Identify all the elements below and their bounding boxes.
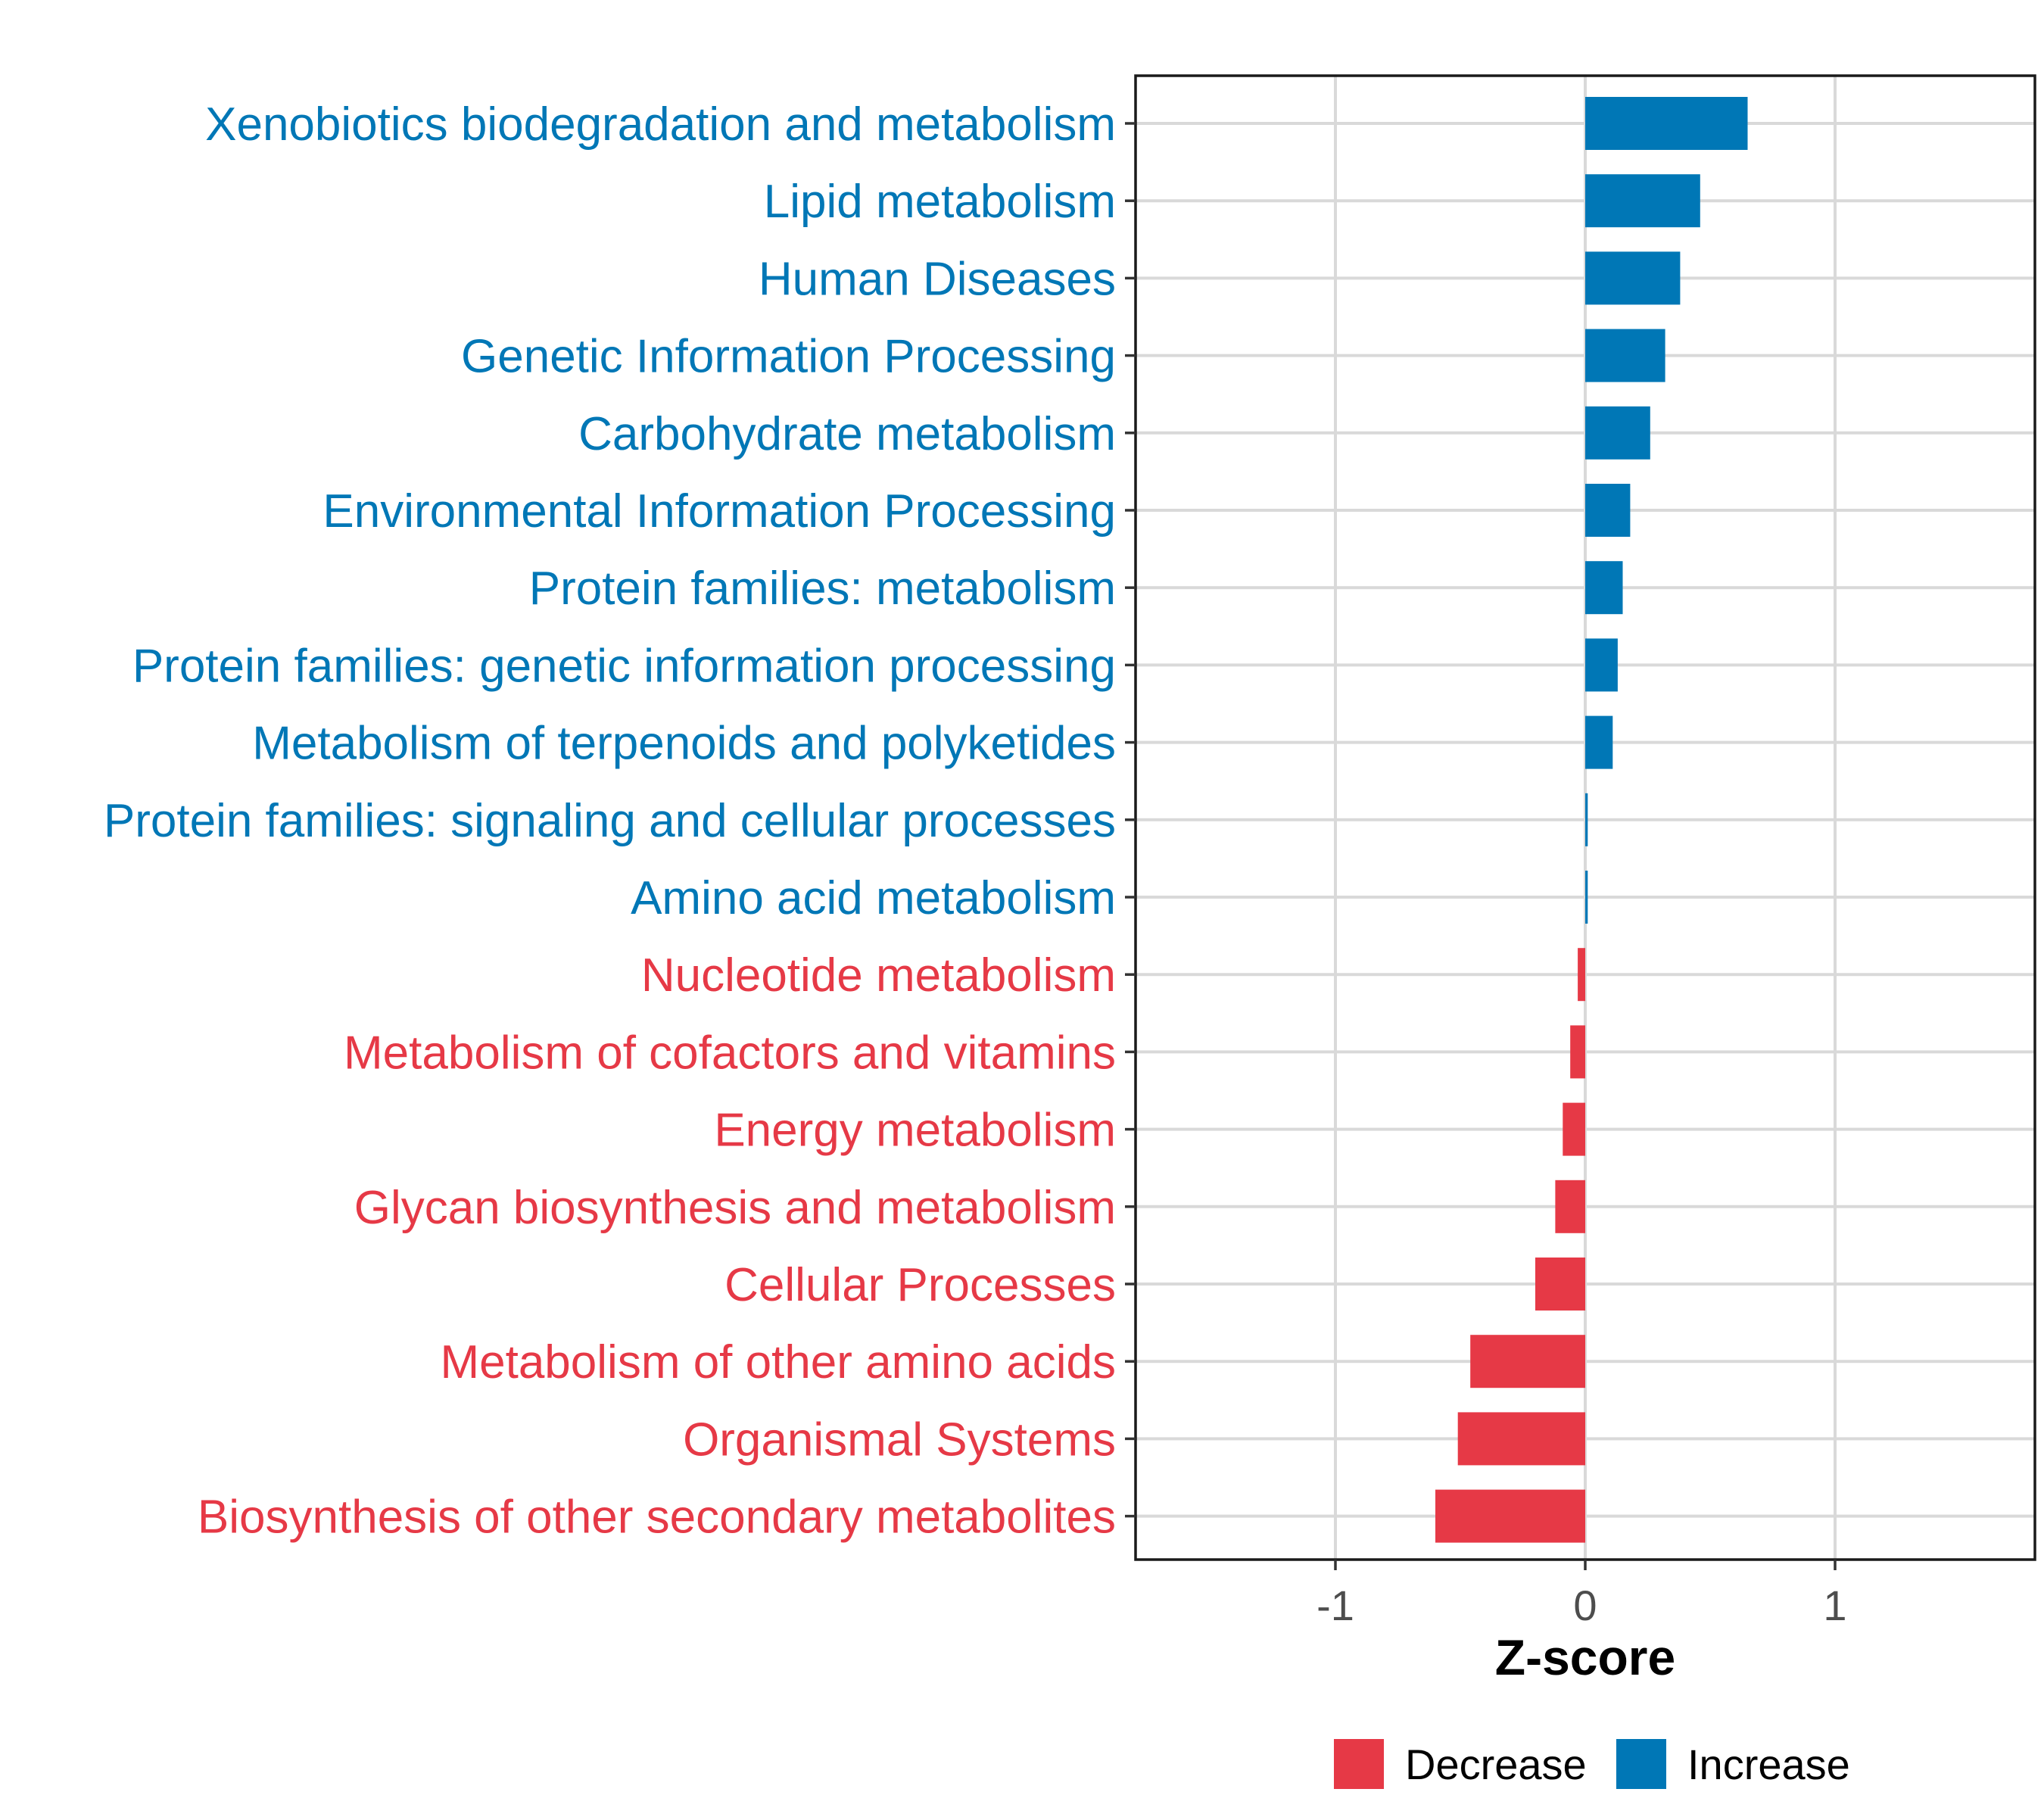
x-tick-label: -1 [1316, 1582, 1354, 1629]
category-label: Metabolism of terpenoids and polyketides [252, 718, 1116, 770]
category-label: Lipid metabolism [764, 176, 1116, 228]
x-tick-label: 1 [1823, 1582, 1846, 1629]
bar [1435, 1489, 1585, 1543]
y-axis-ticks [1125, 122, 1136, 1518]
category-label: Genetic Information Processing [461, 331, 1116, 383]
legend-item: Increase [1616, 1739, 1850, 1789]
category-label: Energy metabolism [714, 1105, 1116, 1157]
category-label: Metabolism of cofactors and vitamins [344, 1027, 1116, 1079]
x-axis-ticks [1334, 1560, 1837, 1570]
bar [1585, 251, 1681, 305]
bar [1585, 638, 1618, 692]
bar [1570, 1025, 1585, 1079]
legend-label: Decrease [1405, 1741, 1587, 1788]
bar [1585, 174, 1700, 228]
bar [1585, 329, 1665, 382]
bar [1585, 561, 1623, 615]
category-label: Protein families: metabolism [529, 563, 1116, 615]
bar [1578, 948, 1585, 1002]
bar [1470, 1335, 1585, 1388]
legend-swatch [1616, 1739, 1666, 1789]
bar [1535, 1258, 1585, 1311]
legend-label: Increase [1687, 1741, 1850, 1788]
category-label: Biosynthesis of other secondary metaboli… [198, 1491, 1116, 1544]
bar-layer [1435, 97, 1748, 1543]
category-label: Cellular Processes [724, 1259, 1116, 1311]
category-label: Glycan biosynthesis and metabolism [354, 1182, 1116, 1234]
legend-item: Decrease [1334, 1739, 1587, 1789]
category-label: Metabolism of other amino acids [440, 1336, 1116, 1388]
category-label: Environmental Information Processing [322, 485, 1116, 538]
bar [1585, 871, 1588, 924]
legend: Decrease Increase [1334, 1739, 1850, 1789]
bar [1585, 793, 1588, 846]
category-label: Xenobiotics biodegradation and metabolis… [205, 98, 1116, 151]
bar [1585, 715, 1613, 769]
category-label: Carbohydrate metabolism [578, 408, 1116, 460]
category-label: Nucleotide metabolism [641, 949, 1116, 1002]
category-label: Amino acid metabolism [631, 872, 1116, 924]
category-label: Protein families: signaling and cellular… [104, 795, 1116, 847]
x-axis-tick-labels: -1 0 1 [1316, 1582, 1846, 1629]
bar [1457, 1412, 1585, 1466]
x-axis-title: Z-score [1495, 1629, 1675, 1685]
y-axis-category-labels: Xenobiotics biodegradation and metabolis… [104, 98, 1116, 1544]
x-tick-label: 0 [1573, 1582, 1597, 1629]
bar [1585, 406, 1650, 460]
bar [1585, 484, 1631, 537]
category-label: Protein families: genetic information pr… [132, 640, 1116, 692]
legend-swatch [1334, 1739, 1384, 1789]
bar [1563, 1102, 1585, 1156]
bar [1555, 1180, 1585, 1233]
category-label: Organismal Systems [683, 1413, 1116, 1466]
category-label: Human Diseases [759, 253, 1116, 305]
bar [1585, 97, 1748, 150]
